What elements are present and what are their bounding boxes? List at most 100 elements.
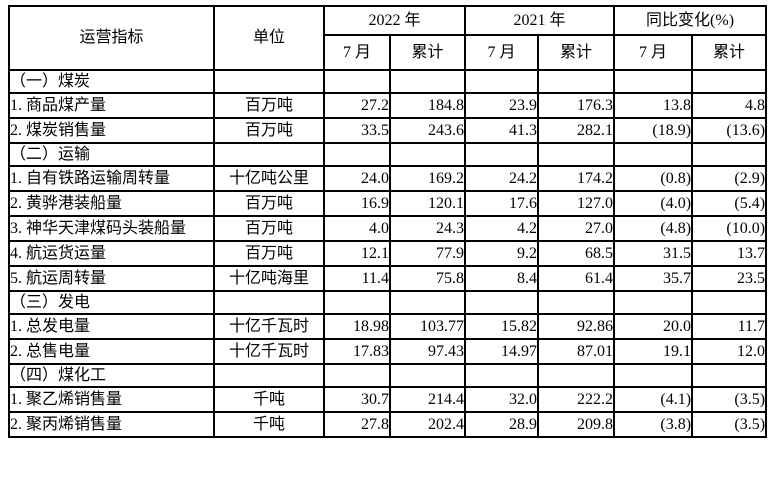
value-cell: 31.5	[613, 240, 694, 267]
unit-cell: 十亿吨公里	[213, 165, 325, 192]
section-label: （一）煤炭	[8, 69, 215, 94]
unit-cell: 百万吨	[213, 117, 325, 144]
header-group-2021: 2021 年	[464, 5, 616, 36]
header-group-2022: 2022 年	[322, 5, 467, 36]
row-coal-sales: 2. 煤炭销售量 百万吨 33.5 243.6 41.3 282.1 (18.9…	[8, 117, 768, 144]
header-row-groups: 运营指标 单位 2022 年 2021 年 同比变化(%)	[8, 5, 768, 71]
value-cell	[323, 363, 391, 388]
value-cell: (4.8)	[613, 215, 694, 242]
value-cell: 202.4	[388, 411, 467, 438]
unit-cell	[213, 69, 325, 94]
value-cell: 13.8	[613, 92, 694, 119]
unit-cell: 十亿吨海里	[213, 265, 325, 292]
value-cell	[388, 69, 467, 94]
row-shipping-freight-volume: 4. 航运货运量 百万吨 12.1 77.9 9.2 68.5 31.5 13.…	[8, 240, 768, 267]
indicator-label: 1. 总发电量	[8, 313, 215, 340]
value-cell: 127.0	[537, 190, 616, 217]
value-cell: 174.2	[537, 165, 616, 192]
value-cell: 23.9	[464, 92, 540, 119]
subheader-2021-july: 7 月	[464, 34, 540, 71]
unit-cell: 十亿千瓦时	[213, 338, 325, 365]
value-cell	[464, 142, 540, 167]
indicator-label: 2. 总售电量	[8, 338, 215, 365]
value-cell: 24.0	[323, 165, 391, 192]
operating-metrics-table: 运营指标 单位 2022 年 2021 年 同比变化(%) 7 月 累计 7 月…	[8, 5, 768, 438]
value-cell: 176.3	[537, 92, 616, 119]
row-shipping-turnover: 5. 航运周转量 十亿吨海里 11.4 75.8 8.4 61.4 35.7 2…	[8, 265, 768, 292]
row-shenhua-tianjin-coal-dock-loading: 3. 神华天津煤码头装船量 百万吨 4.0 24.3 4.2 27.0 (4.8…	[8, 215, 768, 242]
indicator-label: 2. 煤炭销售量	[8, 117, 215, 144]
value-cell: 214.4	[388, 386, 467, 413]
value-cell	[323, 290, 391, 315]
value-cell: 169.2	[388, 165, 467, 192]
row-commercial-coal-production: 1. 商品煤产量 百万吨 27.2 184.8 23.9 176.3 13.8 …	[8, 92, 768, 119]
value-cell: 33.5	[323, 117, 391, 144]
indicator-label: 4. 航运货运量	[8, 240, 215, 267]
value-cell: 68.5	[537, 240, 616, 267]
value-cell	[537, 363, 616, 388]
value-cell: 209.8	[537, 411, 616, 438]
value-cell: 184.8	[388, 92, 467, 119]
value-cell	[691, 290, 768, 315]
unit-cell	[213, 363, 325, 388]
value-cell: 28.9	[464, 411, 540, 438]
indicator-label: 3. 神华天津煤码头装船量	[8, 215, 215, 242]
value-cell: 120.1	[388, 190, 467, 217]
indicator-label: 5. 航运周转量	[8, 265, 215, 292]
value-cell: (4.0)	[613, 190, 694, 217]
indicator-label: 2. 聚丙烯销售量	[8, 411, 215, 438]
value-cell: 14.97	[464, 338, 540, 365]
value-cell	[388, 142, 467, 167]
value-cell: 12.0	[691, 338, 768, 365]
value-cell: 24.2	[464, 165, 540, 192]
value-cell: (3.5)	[691, 411, 768, 438]
value-cell: 11.4	[323, 265, 391, 292]
header-group-yoy-change: 同比变化(%)	[613, 5, 768, 36]
value-cell	[691, 363, 768, 388]
indicator-label: 1. 自有铁路运输周转量	[8, 165, 215, 192]
subheader-yoy-cumulative: 累计	[691, 34, 768, 71]
value-cell	[613, 363, 694, 388]
value-cell: (13.6)	[691, 117, 768, 144]
value-cell: (3.5)	[691, 386, 768, 413]
value-cell: 27.0	[537, 215, 616, 242]
value-cell: 4.8	[691, 92, 768, 119]
value-cell: (18.9)	[613, 117, 694, 144]
value-cell: 243.6	[388, 117, 467, 144]
value-cell: 35.7	[613, 265, 694, 292]
value-cell: 75.8	[388, 265, 467, 292]
value-cell: 18.98	[323, 313, 391, 340]
value-cell	[613, 69, 694, 94]
value-cell	[388, 290, 467, 315]
unit-cell: 百万吨	[213, 240, 325, 267]
value-cell: 32.0	[464, 386, 540, 413]
section-row-transportation: （二）运输	[8, 142, 768, 167]
subheader-2022-july: 7 月	[323, 34, 391, 71]
value-cell: 23.5	[691, 265, 768, 292]
value-cell: 4.2	[464, 215, 540, 242]
value-cell	[323, 69, 391, 94]
value-cell: 24.3	[388, 215, 467, 242]
unit-cell: 千吨	[213, 386, 325, 413]
value-cell: (10.0)	[691, 215, 768, 242]
unit-cell: 百万吨	[213, 190, 325, 217]
section-label: （二）运输	[8, 142, 215, 167]
value-cell: 20.0	[613, 313, 694, 340]
section-row-power-generation: （三）发电	[8, 290, 768, 315]
row-polypropylene-sales: 2. 聚丙烯销售量 千吨 27.8 202.4 28.9 209.8 (3.8)…	[8, 411, 768, 438]
value-cell: 87.01	[537, 338, 616, 365]
value-cell: 92.86	[537, 313, 616, 340]
value-cell	[537, 290, 616, 315]
indicator-label: 1. 商品煤产量	[8, 92, 215, 119]
value-cell	[464, 69, 540, 94]
section-row-coal-chemical: （四）煤化工	[8, 363, 768, 388]
value-cell: 30.7	[323, 386, 391, 413]
unit-cell: 千吨	[213, 411, 325, 438]
value-cell: 61.4	[537, 265, 616, 292]
value-cell: 16.9	[323, 190, 391, 217]
value-cell: 17.6	[464, 190, 540, 217]
subheader-2022-cumulative: 累计	[388, 34, 467, 71]
unit-cell	[213, 290, 325, 315]
value-cell: 27.8	[323, 411, 391, 438]
value-cell: 77.9	[388, 240, 467, 267]
